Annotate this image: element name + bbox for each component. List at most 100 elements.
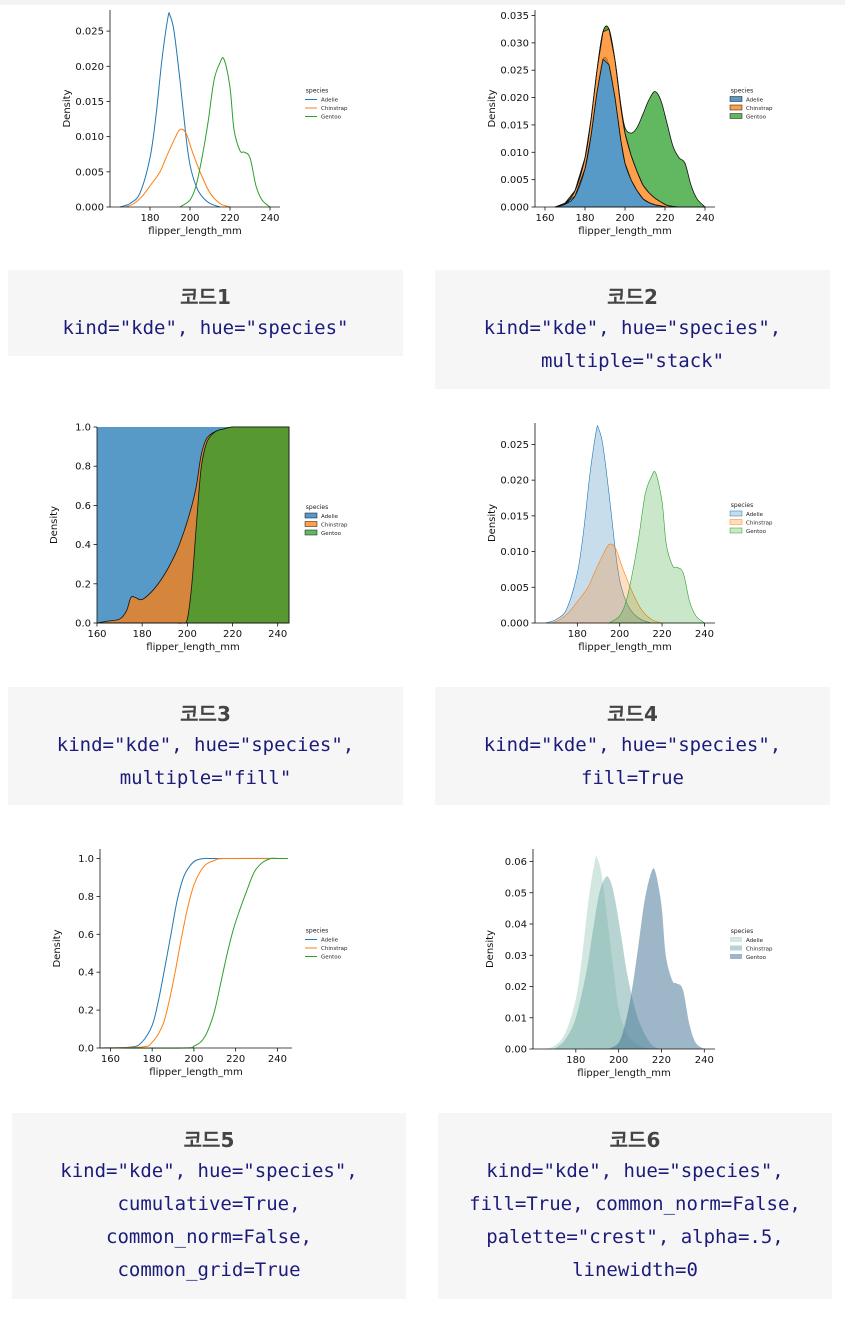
legend-label-chinstrap: Chinstrap: [746, 106, 773, 112]
y-tick-label: 0.005: [500, 583, 529, 594]
legend-label-adelie: Adelie: [321, 98, 339, 104]
legend-swatch-adelie: [729, 510, 743, 517]
legend-label-gentoo: Gentoo: [746, 529, 767, 535]
legend-label-gentoo: Gentoo: [321, 955, 342, 961]
series-line-chinstrap: [99, 857, 288, 1049]
legend-swatch-gentoo: [729, 113, 743, 119]
y-tick-label: 0.00: [505, 1045, 527, 1056]
chart-svg: 180 200 220 240 0.000 0.005 0.010 0.015 0.020 0.0…: [487, 423, 773, 653]
y-tick-label: 0.8: [75, 462, 91, 473]
series-line-chinstrap: [125, 128, 231, 208]
chart-svg: 160 180 200 220 240 0.0 0.2 0.4 0.6 0.8 1.0 flipper…: [52, 849, 348, 1078]
code-line: fill=True: [581, 767, 684, 789]
chart-1: 180 200 220 240 0.000 0.005 0.010 0.015 0.020 0.0…: [40, 5, 420, 245]
y-tick-label: 0.020: [500, 476, 529, 487]
axes: 180 200 220 240 0.00 0.01 0.02 0.03 0.04 0.05 0.06…: [485, 849, 715, 1079]
card-title: 코드5: [183, 1128, 235, 1152]
y-tick-label: 1.0: [75, 423, 91, 434]
series-line-adelie: [99, 857, 288, 1049]
y-tick-label: 0.000: [500, 203, 529, 214]
legend-title: species: [731, 502, 753, 509]
plot-marks: [554, 25, 706, 208]
x-axis-label: flipper_length_mm: [577, 1068, 670, 1079]
legend-label-adelie: Adelie: [746, 938, 764, 944]
x-tick-label: 180: [140, 213, 159, 224]
series-line-gentoo: [179, 57, 271, 208]
y-tick-label: 0.2: [78, 1006, 94, 1017]
x-tick-label: 240: [260, 213, 279, 224]
x-tick-label: 180: [143, 1054, 162, 1065]
legend: species Adelie Chinstrap Gentoo: [730, 928, 773, 961]
chart-svg: 160 180 200 220 240 0.0 0.2 0.4 0.6 0.8 1.0 flipper…: [49, 423, 348, 654]
code-line: cumulative=True,: [117, 1193, 301, 1215]
legend-label-gentoo: Gentoo: [321, 115, 342, 121]
y-tick-label: 0.025: [500, 66, 529, 77]
x-tick-label: 160: [535, 213, 554, 224]
x-tick-label: 160: [87, 629, 106, 640]
code-card-3: 코드3 kind="kde", hue="species", multiple=…: [8, 687, 403, 805]
code-card-5: 코드5 kind="kde", hue="species", cumulativ…: [12, 1113, 406, 1299]
y-axis-label: Density: [487, 89, 498, 127]
x-tick-label: 160: [101, 1054, 120, 1065]
x-tick-label: 220: [653, 629, 672, 640]
x-tick-label: 240: [695, 629, 714, 640]
chart-svg: 160 180 200 220 240 0.000 0.005 0.010 0.015 0.020…: [487, 10, 773, 237]
plot-marks: [543, 855, 705, 1049]
legend: species Adelie Chinstrap Gentoo: [304, 504, 348, 537]
y-tick-label: 0.005: [75, 167, 104, 178]
plot-marks: [119, 12, 271, 208]
y-tick-label: 0.035: [500, 11, 529, 22]
legend-swatch-chinstrap: [729, 519, 743, 525]
legend-title: species: [306, 504, 328, 511]
x-tick-label: 200: [609, 1055, 628, 1066]
card-title: 코드3: [180, 702, 231, 726]
y-tick-label: 0.005: [500, 175, 529, 186]
legend-label-gentoo: Gentoo: [321, 531, 342, 537]
axes: 180 200 220 240 0.000 0.005 0.010 0.015 0.020 0.0…: [487, 423, 715, 653]
code-line: kind="kde", hue="species",: [60, 1160, 358, 1182]
legend-label-adelie: Adelie: [746, 98, 764, 104]
legend-swatch-adelie: [729, 96, 743, 102]
x-axis-label: flipper_length_mm: [578, 642, 671, 653]
code-card-4: 코드4 kind="kde", hue="species", fill=True: [435, 687, 830, 805]
x-tick-label: 220: [655, 213, 674, 224]
x-axis-label: flipper_length_mm: [578, 226, 671, 237]
y-tick-label: 0.025: [75, 27, 104, 38]
y-tick-label: 0.8: [78, 892, 94, 903]
x-tick-label: 180: [566, 1055, 585, 1066]
legend: species Adelie Chinstrap Gentoo: [729, 502, 773, 535]
legend-label-gentoo: Gentoo: [746, 955, 767, 961]
y-tick-label: 0.0: [78, 1044, 94, 1055]
x-tick-label: 240: [695, 213, 714, 224]
legend-label-chinstrap: Chinstrap: [746, 521, 773, 527]
code-line: kind="kde", hue="species",: [483, 734, 782, 756]
axes: 180 200 220 240 0.000 0.005 0.010 0.015 0.020 0.0…: [62, 10, 280, 237]
card-title: 코드4: [607, 702, 658, 726]
series-area-gentoo: [554, 25, 706, 208]
card-title: 코드2: [607, 285, 658, 309]
axes: 160 180 200 220 240 0.0 0.2 0.4 0.6 0.8 1.0 flipper…: [52, 849, 292, 1078]
x-tick-label: 220: [652, 1055, 671, 1066]
legend-title: species: [306, 928, 328, 935]
y-tick-label: 0.2: [75, 579, 91, 590]
x-tick-label: 220: [226, 1054, 245, 1065]
y-tick-label: 1.0: [78, 854, 94, 865]
x-tick-label: 220: [223, 629, 242, 640]
series-line-adelie: [119, 12, 221, 208]
series-area-gentoo: [607, 868, 705, 1049]
axes: 160 180 200 220 240 0.0 0.2 0.4 0.6 0.8 1.0 flipper…: [49, 423, 289, 653]
legend-label-chinstrap: Chinstrap: [321, 106, 348, 112]
plot-marks: [96, 426, 290, 624]
legend-swatch-gentoo: [730, 954, 742, 959]
x-tick-label: 180: [575, 213, 594, 224]
axes: 160 180 200 220 240 0.000 0.005 0.010 0.015 0.020…: [487, 10, 715, 237]
chart-svg: 180 200 220 240 0.00 0.01 0.02 0.03 0.04 0.05 0.06…: [485, 849, 773, 1079]
legend: species Adelie Chinstrap Gentoo: [305, 88, 348, 121]
chart-5: 160 180 200 220 240 0.0 0.2 0.4 0.6 0.8 1.0 flipper…: [40, 845, 420, 1085]
code-line: linewidth=0: [572, 1259, 698, 1281]
chart-3: 160 180 200 220 240 0.0 0.2 0.4 0.6 0.8 1.0 flipper…: [40, 418, 420, 658]
legend-swatch-chinstrap: [729, 104, 743, 111]
code-line: common_norm=False,: [106, 1226, 312, 1248]
code-line: kind="kde", hue="species",: [56, 734, 355, 756]
y-tick-label: 0.6: [75, 501, 91, 512]
